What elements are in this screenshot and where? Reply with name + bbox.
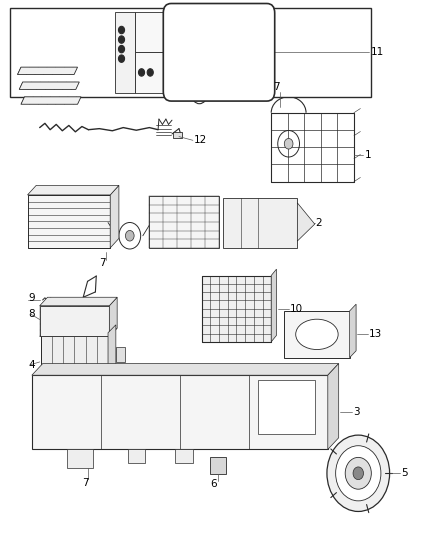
Bar — [115, 12, 135, 93]
Polygon shape — [19, 82, 79, 90]
Circle shape — [327, 435, 390, 512]
Circle shape — [195, 89, 204, 100]
Circle shape — [138, 69, 145, 76]
Polygon shape — [297, 203, 315, 241]
Ellipse shape — [296, 319, 338, 350]
Bar — [40, 306, 110, 336]
Circle shape — [118, 36, 124, 43]
Text: 12: 12 — [194, 135, 208, 146]
Text: 3: 3 — [353, 407, 360, 417]
Circle shape — [336, 446, 381, 501]
Bar — [135, 52, 167, 93]
Circle shape — [345, 457, 371, 489]
Text: 2: 2 — [316, 218, 322, 228]
Text: 8: 8 — [28, 309, 35, 319]
Circle shape — [284, 139, 293, 149]
Circle shape — [118, 26, 124, 34]
Bar — [10, 8, 371, 97]
Text: 7: 7 — [273, 82, 280, 92]
Bar — [271, 113, 354, 182]
Polygon shape — [110, 297, 117, 336]
Circle shape — [191, 85, 207, 104]
FancyBboxPatch shape — [163, 4, 275, 101]
Bar — [173, 132, 182, 138]
Circle shape — [118, 55, 124, 62]
Polygon shape — [18, 67, 78, 75]
Bar — [116, 346, 124, 362]
Bar — [284, 311, 350, 358]
Polygon shape — [271, 269, 276, 342]
Bar — [127, 449, 145, 463]
Text: 7: 7 — [99, 259, 106, 268]
Text: 4: 4 — [28, 360, 35, 369]
Bar — [41, 333, 108, 375]
Circle shape — [243, 91, 248, 98]
Bar — [67, 449, 93, 468]
Circle shape — [230, 91, 235, 98]
Bar — [258, 381, 315, 433]
Text: 11: 11 — [371, 47, 384, 57]
Circle shape — [353, 467, 364, 480]
Polygon shape — [28, 185, 119, 195]
Bar — [176, 449, 193, 463]
Text: 13: 13 — [369, 329, 382, 340]
Circle shape — [118, 45, 124, 53]
Polygon shape — [21, 97, 81, 104]
Text: 5: 5 — [401, 469, 407, 478]
Circle shape — [147, 69, 153, 76]
Polygon shape — [40, 328, 117, 336]
Polygon shape — [40, 297, 117, 306]
Bar — [210, 457, 226, 474]
Polygon shape — [32, 364, 339, 375]
Text: 1: 1 — [365, 150, 371, 160]
Text: 6: 6 — [211, 479, 217, 489]
Polygon shape — [108, 325, 116, 375]
Polygon shape — [110, 185, 119, 248]
Bar — [149, 196, 219, 248]
Text: 9: 9 — [28, 293, 35, 303]
Bar — [223, 198, 297, 248]
Text: 7: 7 — [81, 478, 88, 488]
Bar — [32, 375, 328, 449]
Polygon shape — [350, 304, 356, 358]
Circle shape — [125, 230, 134, 241]
Bar — [201, 276, 271, 342]
Bar — [135, 12, 167, 52]
Text: 10: 10 — [290, 304, 303, 313]
Bar — [28, 195, 110, 248]
Polygon shape — [328, 364, 339, 449]
